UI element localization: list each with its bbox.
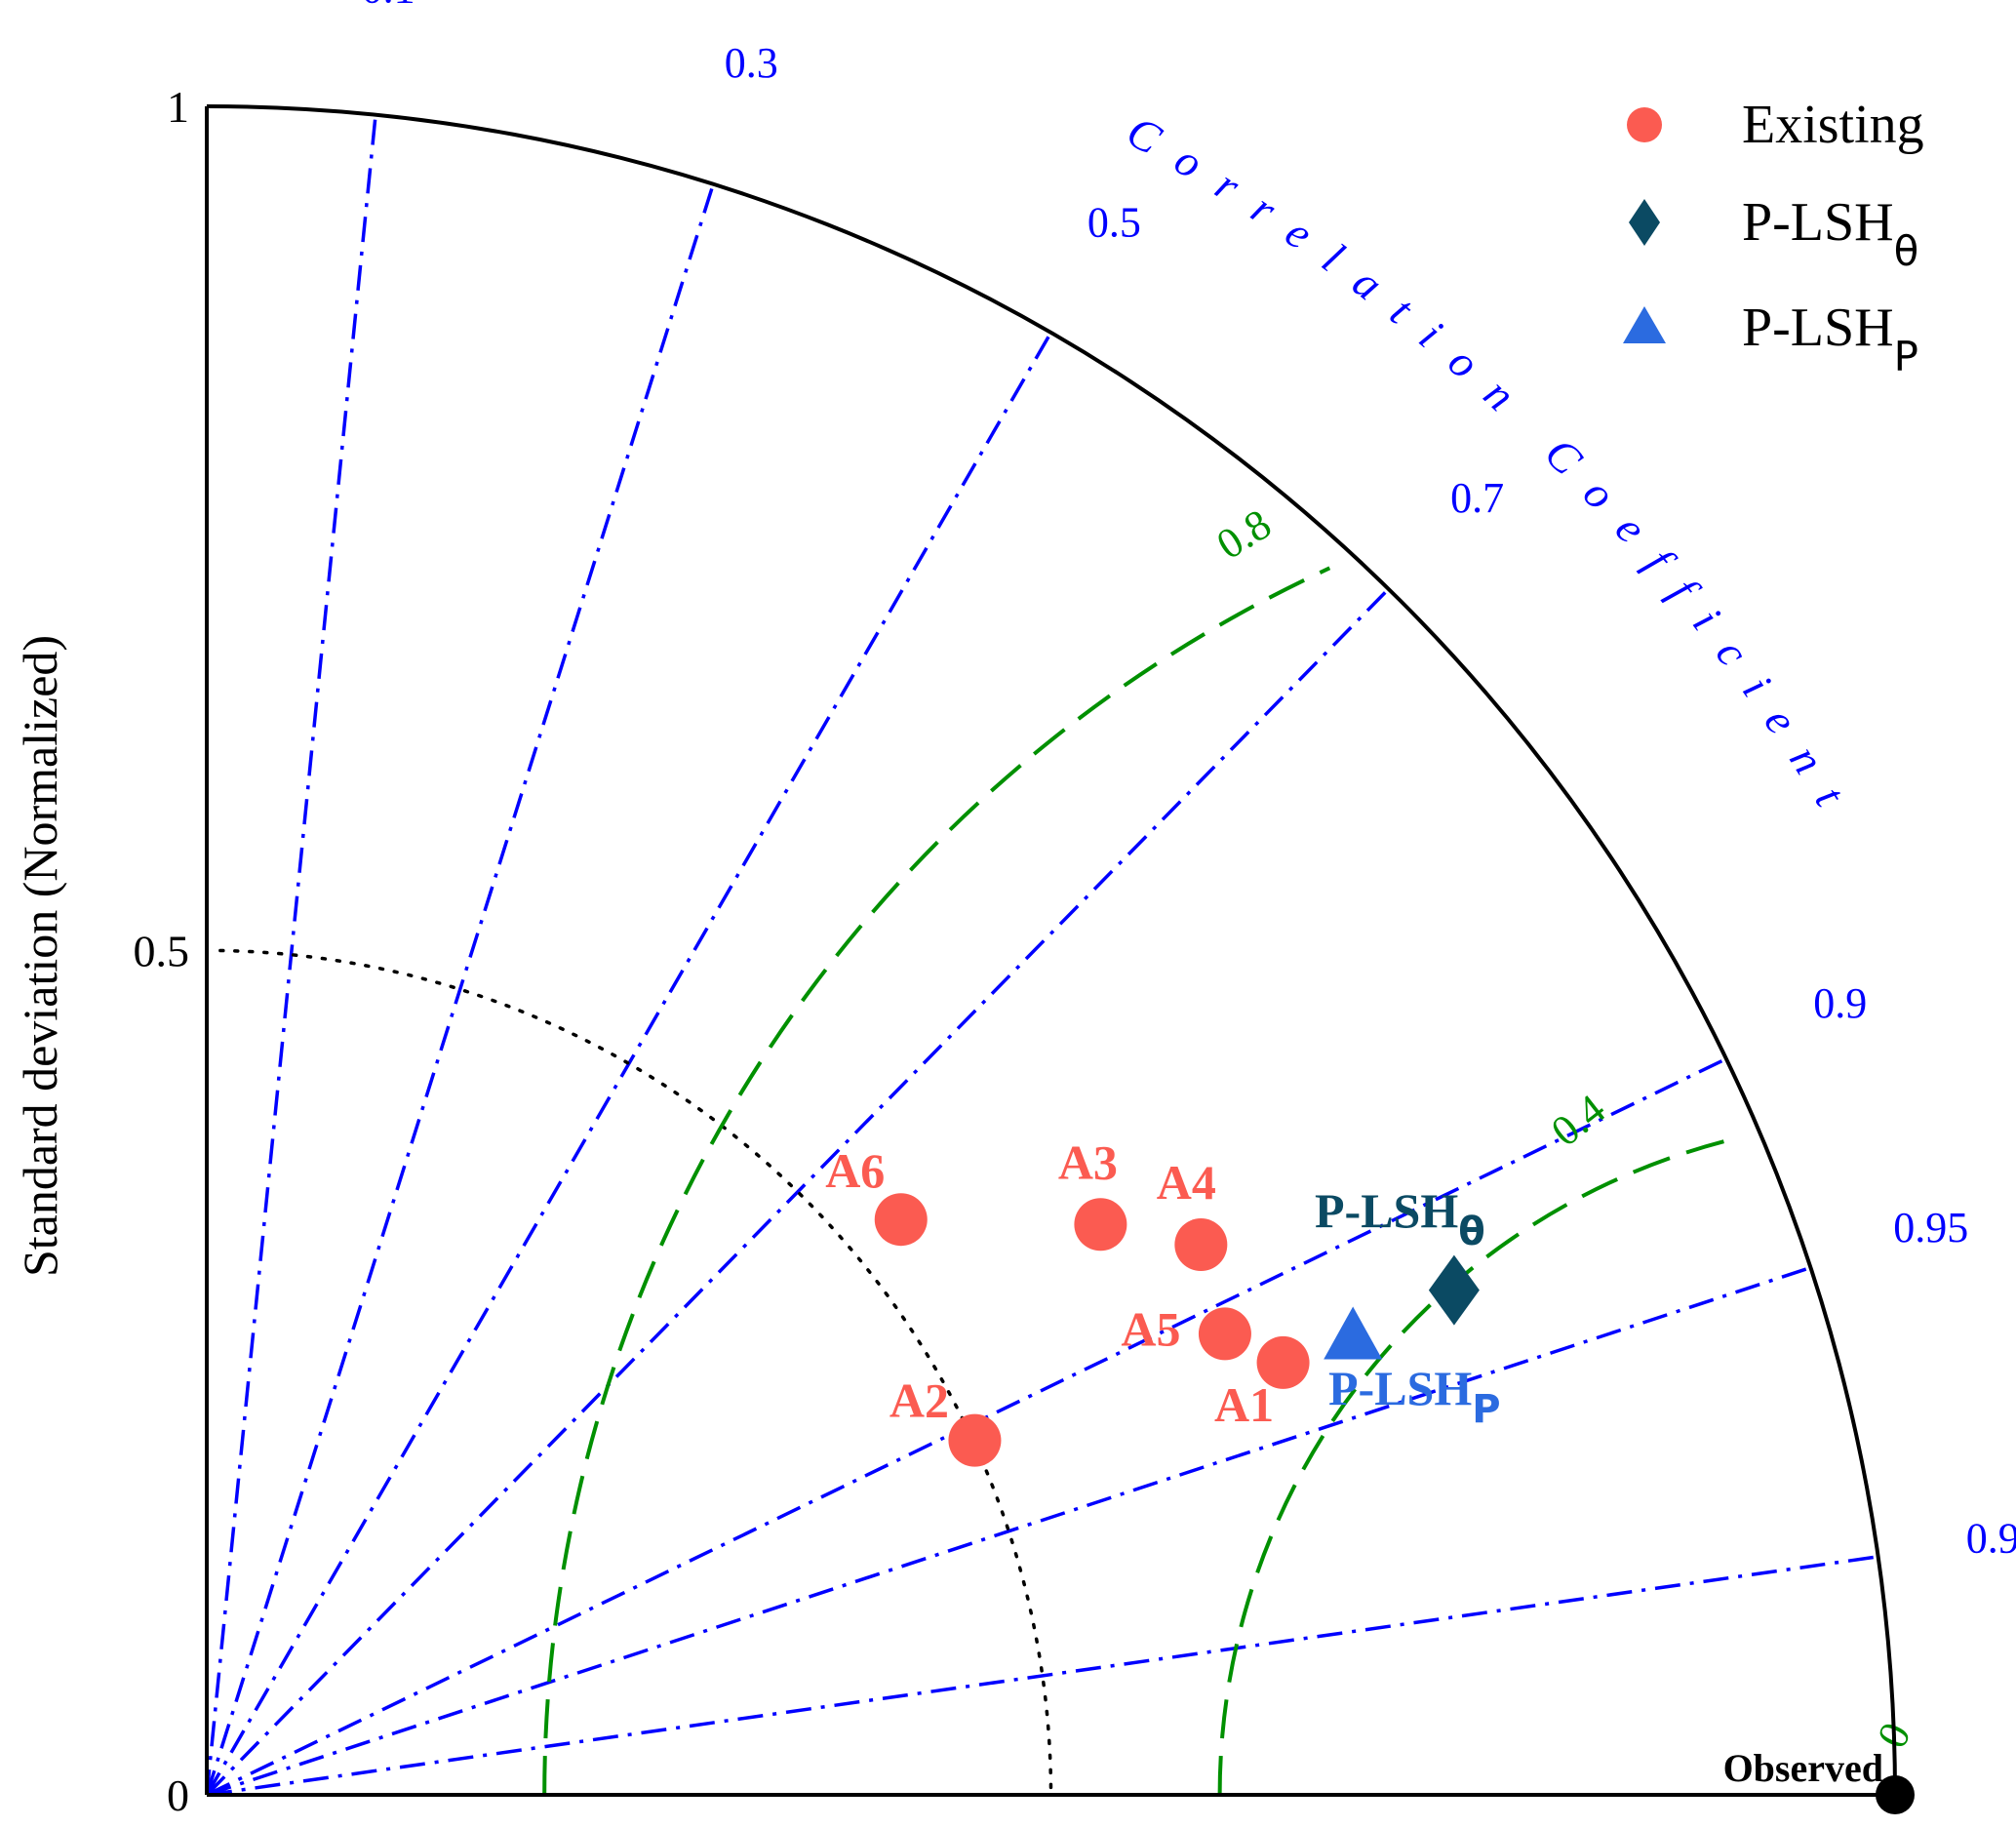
correlation-line: [206, 1265, 1811, 1797]
rms-arc: [1217, 1136, 1736, 1796]
data-point-circle: [874, 1193, 928, 1247]
grid-layer: 0.10.30.50.70.90.950.990.80.40: [205, 0, 2016, 1797]
correlation-tick-label: 0.99: [1966, 1514, 2016, 1562]
legend-label: P-LSHP: [1742, 298, 1918, 380]
y-tick-label: 0: [167, 1770, 189, 1820]
point-label-subscript: P: [1472, 1387, 1500, 1432]
y-axis-label: Standard deviation (Normalized): [13, 635, 67, 1277]
data-point-circle: [1256, 1335, 1310, 1389]
point-label-subscript: θ: [1458, 1210, 1484, 1254]
correlation-tick-label: 0.3: [725, 39, 778, 87]
legend-label: P-LSHθ: [1742, 192, 1918, 275]
data-point-circle: [1074, 1198, 1127, 1252]
point-label: A2: [889, 1373, 949, 1428]
point-label: A3: [1058, 1134, 1118, 1189]
correlation-tick-label: 0.5: [1087, 198, 1141, 246]
correlation-tick-label: 0.1: [362, 0, 415, 13]
point-label: A5: [1121, 1301, 1180, 1356]
point-label: P-LSHP: [1328, 1361, 1501, 1432]
observed-label: Observed: [1723, 1746, 1883, 1790]
y-tick-label: 0.5: [134, 927, 190, 976]
outer-arc: [206, 104, 1897, 1796]
legend-item: P-LSHθ: [1629, 192, 1918, 275]
point-label: P-LSHθ: [1315, 1183, 1485, 1254]
rms-label: 0.4: [1542, 1085, 1614, 1155]
y-tick-label: 1: [167, 82, 189, 132]
data-point-circle: [1198, 1307, 1251, 1361]
legend: Existing P-LSHθ P-LSHP: [1623, 95, 1924, 380]
correlation-line: [205, 587, 1390, 1797]
correlation-tick-label: 0.9: [1813, 979, 1867, 1027]
legend-label-subscript: P: [1894, 333, 1918, 380]
correlation-line: [205, 183, 715, 1796]
legend-label: Existing: [1742, 95, 1924, 155]
legend-marker-diamond: [1629, 199, 1660, 246]
observed-point: [1876, 1775, 1915, 1814]
correlation-line: [205, 114, 377, 1796]
correlation-line: [206, 1555, 1878, 1797]
legend-marker-circle: [1627, 107, 1662, 142]
rms-label: 0.8: [1208, 499, 1280, 569]
data-point-circle: [948, 1413, 1002, 1467]
correlation-tick-label: 0.95: [1893, 1204, 1968, 1252]
point-label: A1: [1214, 1377, 1274, 1432]
point-label: A4: [1157, 1155, 1216, 1210]
point-label: A6: [825, 1143, 885, 1198]
legend-marker-triangle: [1623, 306, 1666, 343]
legend-label-subscript: θ: [1894, 227, 1919, 275]
correlation-tick-label: 0.7: [1450, 474, 1504, 522]
data-point-circle: [1174, 1218, 1228, 1272]
legend-item: P-LSHP: [1623, 298, 1918, 380]
rms-arc: [542, 566, 1331, 1796]
data-point-diamond: [1428, 1254, 1480, 1326]
legend-item: Existing: [1627, 95, 1924, 155]
data-point-triangle: [1324, 1306, 1383, 1360]
